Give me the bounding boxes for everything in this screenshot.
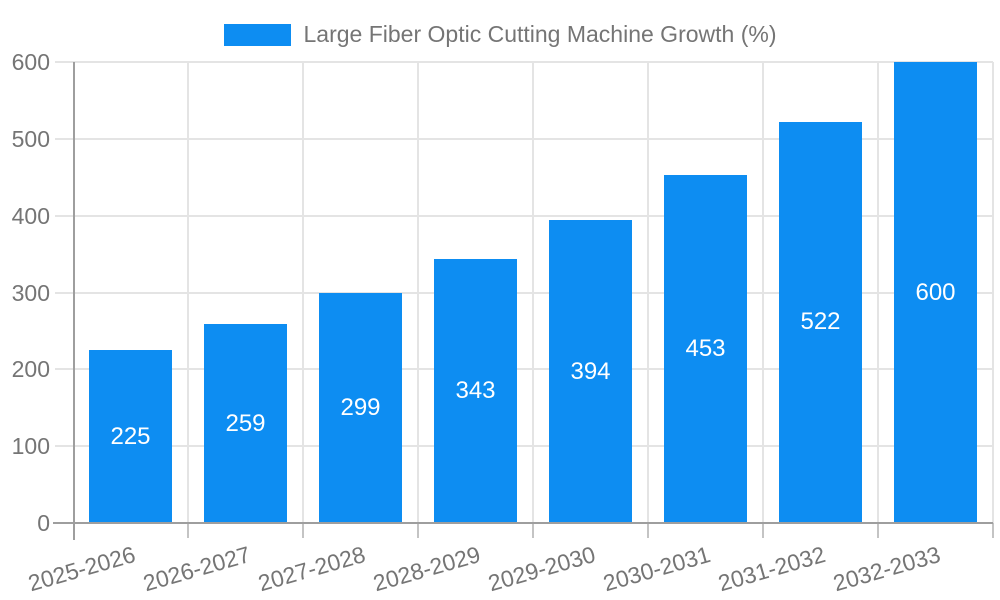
bar-value-label: 600	[915, 278, 956, 306]
y-axis-line	[73, 62, 75, 540]
x-axis-tick-label: 2031-2032	[714, 541, 828, 597]
x-axis-tick-label: 2026-2027	[139, 541, 253, 597]
bar-2029-2030[interactable]: 394	[549, 220, 632, 523]
y-axis-tick	[55, 368, 73, 371]
x-axis-tick-label: 2028-2029	[369, 541, 483, 597]
x-axis-tick-label: 2027-2028	[254, 541, 368, 597]
y-axis-tick-label: 200	[11, 356, 50, 383]
bar-2030-2031[interactable]: 453	[664, 174, 747, 523]
x-axis-tick-label: 2030-2031	[599, 541, 713, 597]
gridline-x	[302, 62, 304, 523]
plot-area: 0 100 200 300 400 500 600 225 2025-2026 259 2026-2…	[12, 49, 994, 596]
bar-value-label: 522	[800, 308, 841, 336]
legend: Large Fiber Optic Cutting Machine Growth…	[0, 21, 1000, 48]
bar-2025-2026[interactable]: 225	[89, 350, 172, 523]
x-axis-tick	[302, 523, 304, 538]
bar-value-label: 394	[570, 357, 611, 385]
y-axis-tick-label: 0	[37, 510, 50, 536]
y-axis-tick-label: 500	[11, 125, 50, 152]
bar-2026-2027[interactable]: 259	[204, 324, 287, 523]
bar-2027-2028[interactable]: 299	[319, 293, 402, 523]
x-axis-tick	[532, 523, 534, 538]
bar-2031-2032[interactable]: 522	[779, 121, 862, 523]
x-axis-tick	[992, 523, 994, 538]
bar-2032-2033[interactable]: 600	[894, 62, 977, 523]
x-axis-line	[53, 522, 993, 524]
y-axis-tick-label: 400	[11, 202, 50, 229]
gridline-x	[647, 62, 649, 523]
y-axis-tick	[55, 214, 73, 217]
x-axis-tick	[877, 523, 879, 538]
gridline-x	[532, 62, 534, 523]
x-axis-tick	[647, 523, 649, 538]
gridline-x	[992, 62, 994, 523]
x-axis-tick	[417, 523, 419, 538]
legend-color-swatch	[223, 23, 291, 46]
y-axis-tick	[55, 445, 73, 448]
bar-value-label: 299	[340, 394, 381, 422]
gridline-x	[187, 62, 189, 523]
x-axis-tick-label: 2025-2026	[24, 541, 138, 597]
y-axis-tick	[55, 291, 73, 294]
gridline-x	[417, 62, 419, 523]
legend-label: Large Fiber Optic Cutting Machine Growth…	[303, 21, 777, 47]
x-axis-tick-label: 2032-2033	[829, 541, 943, 597]
y-axis-tick-label: 600	[11, 49, 50, 75]
bar-value-label: 225	[110, 422, 151, 450]
x-axis-tick-label: 2029-2030	[484, 541, 598, 597]
bar-value-label: 343	[455, 377, 496, 405]
x-axis-tick	[187, 523, 189, 538]
y-axis-tick-label: 100	[11, 433, 50, 460]
bar-2028-2029[interactable]: 343	[434, 259, 517, 523]
bar-value-label: 453	[685, 334, 726, 362]
y-axis-tick	[55, 61, 73, 63]
x-axis-tick	[762, 523, 764, 538]
y-axis-tick	[55, 137, 73, 140]
y-axis-tick-label: 300	[11, 279, 50, 306]
bar-value-label: 259	[225, 409, 266, 437]
gridline-x	[877, 62, 879, 523]
gridline-x	[762, 62, 764, 523]
